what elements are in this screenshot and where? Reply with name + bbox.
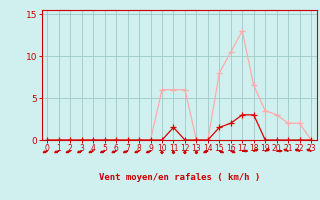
X-axis label: Vent moyen/en rafales ( km/h ): Vent moyen/en rafales ( km/h ): [99, 173, 260, 182]
